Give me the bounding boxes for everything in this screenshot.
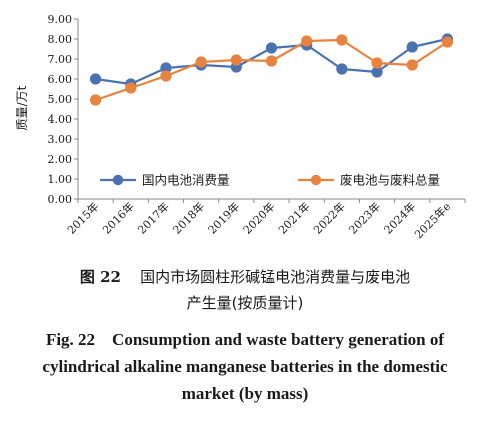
y-tick-label: 6.00 [48,73,73,86]
series-1-point [265,42,278,54]
x-tick-label: 2019年 [205,199,242,236]
y-tick-label: 1.00 [48,173,73,186]
legend-label-1: 国内电池消费量 [142,173,230,188]
y-tick-label: 4.00 [48,113,73,126]
series-2-point [265,55,278,67]
figure-caption-cn: 图 22 国内市场圆柱形碱锰电池消费量与废电池 产生量(按质量计) [0,264,490,316]
caption-en-line-2: cylindrical alkaline manganese batteries… [42,357,448,376]
y-tick-label: 7.00 [48,53,73,66]
legend-marker-1 [112,174,124,186]
y-axis-label: 质量/万t [15,85,29,130]
series-2-point [371,57,383,69]
caption-cn-label: 图 22 [79,268,121,286]
x-tick-label: 2022年 [311,199,348,236]
legend: 国内电池消费量 废电池与废料总量 [100,173,440,188]
legend-label-2: 废电池与废料总量 [340,173,440,188]
series-2-point [160,70,172,82]
series-2-point [230,54,242,66]
x-tick-label: 2021年 [275,199,312,236]
x-axis: 2015年2016年2017年2018年2019年2020年2021年2022年… [64,198,466,241]
y-tick-label: 3.00 [48,133,73,146]
series-1-point [336,63,348,75]
caption-en-line-3: market (by mass) [181,384,309,403]
series-1-point [406,41,418,53]
figure-caption-en: Fig. 22 Consumption and waste battery ge… [0,326,490,407]
y-tick-label: 9.00 [48,13,73,26]
x-tick-label: 2025年e [411,199,453,241]
series-2-point [336,34,348,46]
chart: 0.00 1.00 2.00 3.00 4.00 5.00 6.00 7.00 8.00 9.00… [15,13,466,241]
caption-cn-text-1: 国内市场圆柱形碱锰电池消费量与废电池 [140,268,411,286]
y-tick-label: 2.00 [48,153,73,166]
series-2-point [441,36,454,48]
caption-cn-line-2: 产生量(按质量计) [186,294,304,312]
series-2-point [89,94,102,106]
legend-marker-2 [310,174,322,186]
y-tick-label: 5.00 [48,93,73,106]
x-tick-label: 2017年 [135,199,172,236]
x-tick-label: 2023年 [346,199,383,236]
series-2-point [195,56,207,68]
caption-en-line-1: Fig. 22 Consumption and waste battery ge… [45,330,445,349]
series-2-point [125,82,137,94]
series-2-point [301,35,313,47]
y-axis: 0.00 1.00 2.00 3.00 4.00 5.00 6.00 7.00 8.00 9.00 [48,13,79,206]
series-1-point [89,73,102,85]
y-tick-label: 8.00 [48,33,73,46]
series-2-point [406,59,418,71]
caption-cn-line-1: 图 22 国内市场圆柱形碱锰电池消费量与废电池 [0,264,490,290]
x-tick-label: 2016年 [99,199,136,236]
y-tick-label: 0.00 [48,193,73,206]
series-layer [89,33,454,106]
x-tick-label: 2018年 [170,199,207,236]
x-tick-label: 2020年 [240,199,277,236]
